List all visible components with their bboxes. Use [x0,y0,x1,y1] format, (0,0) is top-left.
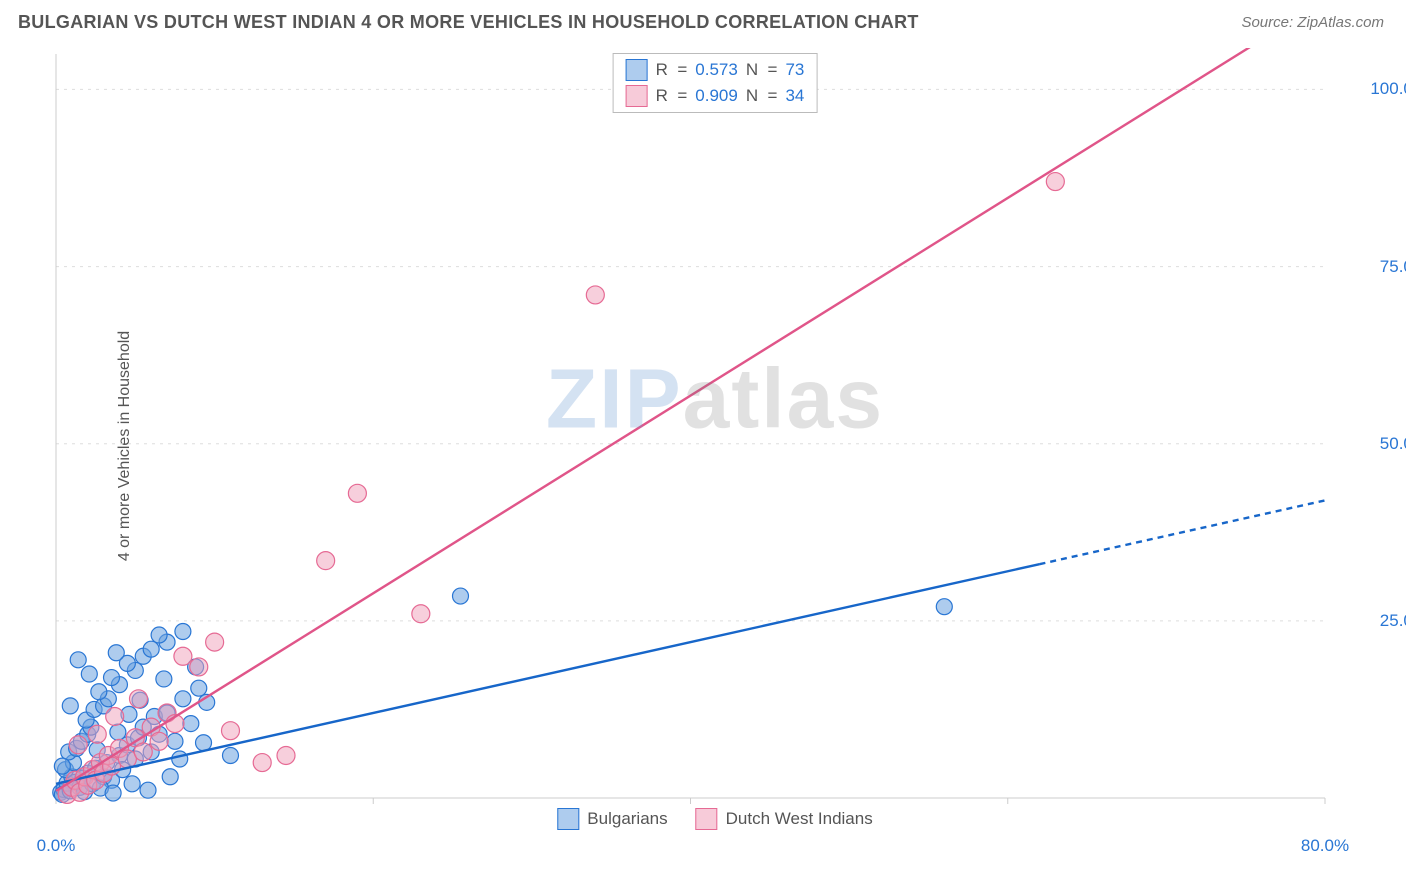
legend-item-dutch: Dutch West Indians [696,808,873,830]
legend-label-dutch: Dutch West Indians [726,809,873,829]
source-label: Source: ZipAtlas.com [1241,14,1384,31]
legend-series-box: Bulgarians Dutch West Indians [557,808,872,830]
r-label: R = [656,60,688,80]
n-label: N = [746,86,778,106]
plot-area: ZIPatlas R = 0.573 N = 73 R = 0.909 N = … [50,48,1380,828]
legend-swatch-bulgarians [626,59,648,81]
y-tick-label: 75.0% [1380,257,1406,277]
legend-row-dutch: R = 0.909 N = 34 [626,83,805,109]
n-label: N = [746,60,778,80]
r-label: R = [656,86,688,106]
n-value-dutch: 34 [785,86,804,106]
y-tick-label: 50.0% [1380,434,1406,454]
legend-label-bulgarians: Bulgarians [587,809,667,829]
legend-item-bulgarians: Bulgarians [557,808,667,830]
x-tick-label: 80.0% [1301,836,1349,856]
y-tick-label: 25.0% [1380,611,1406,631]
legend-swatch-bulgarians [557,808,579,830]
title-bar: BULGARIAN VS DUTCH WEST INDIAN 4 OR MORE… [0,0,1406,37]
r-value-bulgarians: 0.573 [695,60,738,80]
n-value-bulgarians: 73 [785,60,804,80]
legend-swatch-dutch [696,808,718,830]
x-tick-label: 0.0% [37,836,76,856]
scatter-plot-svg [50,48,1380,828]
chart-container: BULGARIAN VS DUTCH WEST INDIAN 4 OR MORE… [0,0,1406,892]
chart-title: BULGARIAN VS DUTCH WEST INDIAN 4 OR MORE… [18,12,919,33]
legend-correlation-box: R = 0.573 N = 73 R = 0.909 N = 34 [613,53,818,113]
r-value-dutch: 0.909 [695,86,738,106]
y-tick-label: 100.0% [1370,79,1406,99]
legend-swatch-dutch [626,85,648,107]
legend-row-bulgarians: R = 0.573 N = 73 [626,57,805,83]
